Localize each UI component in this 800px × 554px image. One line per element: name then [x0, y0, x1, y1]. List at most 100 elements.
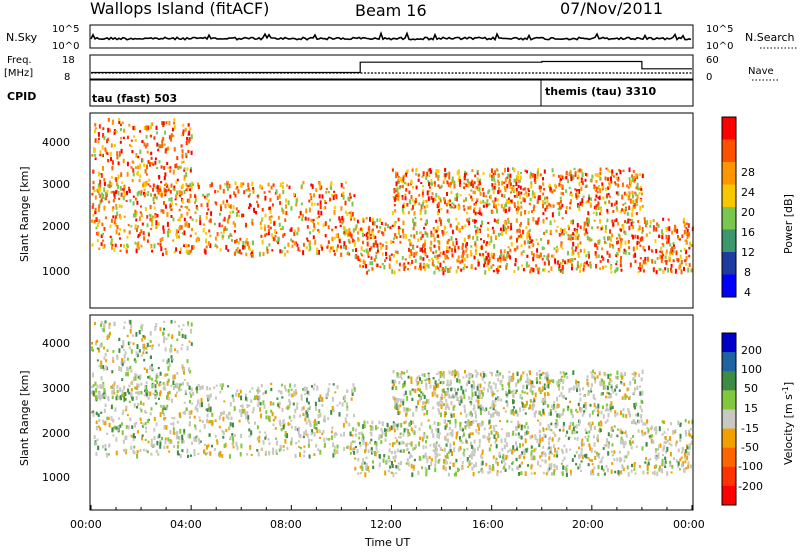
echo-point — [397, 178, 400, 184]
echo-point — [316, 216, 319, 220]
echo-point — [470, 245, 473, 248]
echo-point — [402, 174, 405, 179]
echo-point — [261, 208, 264, 212]
echo-point — [639, 205, 642, 211]
echo-point — [595, 253, 598, 259]
echo-point — [549, 229, 552, 235]
echo-point — [102, 365, 105, 369]
echo-point — [556, 202, 559, 205]
echo-point — [427, 196, 430, 201]
echo-point — [316, 385, 319, 391]
echo-point — [360, 227, 362, 231]
echo-point — [308, 207, 311, 213]
echo-point — [500, 438, 503, 444]
echo-point — [189, 183, 192, 188]
echo-point — [175, 247, 178, 252]
echo-point — [428, 181, 430, 187]
echo-point — [282, 419, 285, 424]
echo-point — [450, 190, 453, 195]
echo-point — [365, 248, 368, 254]
echo-point — [638, 373, 640, 378]
echo-point — [412, 218, 415, 224]
echo-point — [601, 182, 604, 186]
echo-point — [103, 136, 106, 141]
echo-point — [107, 416, 110, 421]
echo-point — [344, 200, 347, 206]
echo-point — [417, 470, 420, 476]
echo-point — [233, 406, 236, 412]
echo-point — [400, 461, 402, 466]
echo-point — [122, 158, 125, 164]
echo-point — [180, 388, 183, 391]
echo-point — [503, 250, 506, 254]
echo-point — [615, 172, 618, 176]
echo-point — [98, 396, 101, 400]
echo-point — [611, 169, 614, 174]
echo-point — [362, 219, 365, 223]
echo-point — [494, 409, 497, 414]
echo-point — [403, 262, 406, 266]
echo-point — [453, 413, 455, 418]
echo-point — [239, 389, 242, 394]
echo-point — [433, 270, 436, 275]
echo-point — [616, 434, 619, 438]
echo-point — [652, 229, 655, 232]
echo-point — [393, 270, 396, 275]
echo-point — [277, 389, 280, 393]
echo-point — [474, 174, 477, 178]
echo-point — [440, 184, 443, 189]
echo-point — [167, 358, 170, 363]
echo-point — [206, 212, 209, 215]
echo-point — [466, 211, 469, 215]
echo-point — [318, 429, 321, 434]
echo-point — [485, 462, 488, 467]
noise-panel: N.Sky 10^5 10^0 10^5 10^0 N.Search — [6, 24, 798, 52]
echo-point — [627, 450, 630, 456]
echo-point — [365, 462, 368, 467]
echo-point — [166, 404, 169, 408]
echo-point — [144, 409, 147, 414]
echo-point — [220, 206, 222, 212]
echo-point — [213, 448, 216, 451]
echo-point — [285, 204, 287, 209]
echo-point — [349, 431, 352, 437]
echo-point — [439, 197, 442, 201]
echo-point — [468, 220, 471, 226]
echo-point — [172, 421, 175, 427]
echo-point — [111, 390, 114, 395]
echo-point — [578, 205, 581, 209]
echo-point — [288, 185, 291, 190]
echo-point — [494, 182, 497, 186]
echo-point — [163, 339, 165, 344]
echo-point — [431, 257, 434, 260]
echo-point — [118, 396, 121, 400]
echo-point — [349, 231, 352, 237]
echo-point — [591, 174, 594, 179]
echo-point — [639, 198, 642, 203]
echo-point — [488, 385, 491, 388]
echo-point — [505, 264, 508, 270]
echo-point — [507, 253, 510, 258]
echo-point — [122, 409, 125, 413]
echo-point — [151, 363, 153, 368]
echo-point — [406, 170, 409, 175]
echo-point — [157, 452, 160, 456]
echo-point — [362, 232, 364, 238]
echo-point — [96, 231, 99, 236]
echo-point — [362, 259, 365, 265]
echo-point — [635, 445, 638, 448]
echo-point — [520, 462, 523, 466]
echo-point — [319, 449, 322, 455]
echo-point — [472, 236, 475, 240]
echo-point — [126, 414, 129, 417]
echo-point — [353, 239, 356, 242]
echo-point — [176, 430, 179, 435]
echo-point — [277, 236, 280, 242]
echo-point — [414, 444, 417, 449]
echo-point — [247, 187, 250, 190]
echo-point — [146, 419, 149, 424]
echo-point — [621, 208, 624, 212]
echo-point — [508, 465, 511, 470]
echo-point — [545, 217, 548, 220]
echo-point — [282, 189, 285, 195]
